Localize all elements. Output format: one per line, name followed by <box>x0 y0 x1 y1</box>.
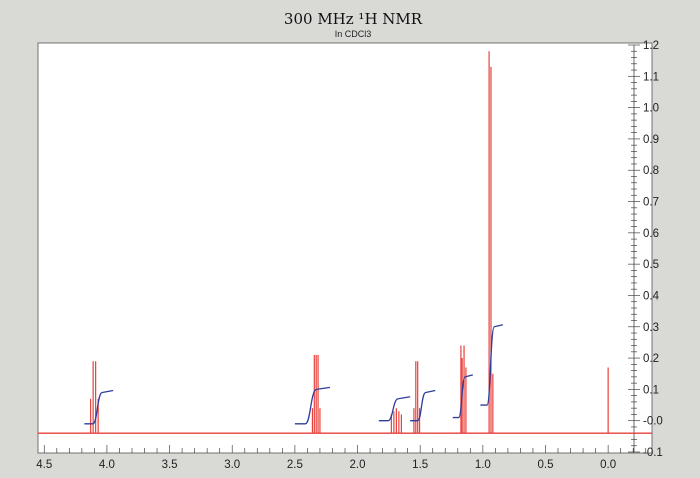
x-tick-label: 1.0 <box>475 459 491 471</box>
y-tick-label: -0.1 <box>643 447 663 459</box>
x-tick-label: 3.5 <box>162 459 178 471</box>
x-tick-label: 4.0 <box>99 459 115 471</box>
y-tick-label: 1.1 <box>643 71 659 83</box>
y-tick-label: 1.2 <box>643 40 659 52</box>
x-tick-label: 0.0 <box>600 459 616 471</box>
y-tick-label: 1.0 <box>643 103 659 115</box>
x-tick-label: 2.5 <box>287 459 303 471</box>
integral-curves <box>84 324 504 425</box>
y-tick-label: 0.3 <box>643 322 659 334</box>
y-tick-label: -0.0 <box>643 416 663 428</box>
plot-area <box>38 43 652 453</box>
integral-curve <box>480 324 504 406</box>
x-tick-label: 4.5 <box>36 459 52 471</box>
y-tick-label: 0.7 <box>643 197 659 209</box>
y-tick-label: 0.6 <box>643 228 659 240</box>
y-tick-label: 0.2 <box>643 353 659 365</box>
integral-curve <box>452 374 473 419</box>
x-tick-label: 2.0 <box>350 459 366 471</box>
x-axis: 4.5 4.0 3.5 3.0 2.5 2.0 1.5 1.0 0.5 0.0 <box>36 445 647 471</box>
x-tick-label: 1.5 <box>412 459 428 471</box>
chart-subtitle: In CDCl3 <box>335 29 372 39</box>
y-tick-label: 0.5 <box>643 259 659 271</box>
chart-title: 300 MHz ¹H NMR <box>284 10 423 28</box>
y-axis: 1.2 1.1 1.0 0.9 0.8 0.7 0.6 0.5 0.4 0.3 0.2 0.1 -0.0… <box>628 40 663 459</box>
integral-curve <box>410 389 436 422</box>
integral-curve <box>378 396 411 422</box>
y-tick-label: 0.4 <box>643 290 660 302</box>
y-tick-label: 0.8 <box>643 165 659 177</box>
integral-curve <box>84 389 114 425</box>
integral-curve <box>294 386 331 425</box>
x-tick-label: 0.5 <box>537 459 553 471</box>
y-tick-label: 0.9 <box>643 134 659 146</box>
x-tick-label: 3.0 <box>224 459 240 471</box>
y-tick-label: 0.1 <box>643 384 659 396</box>
